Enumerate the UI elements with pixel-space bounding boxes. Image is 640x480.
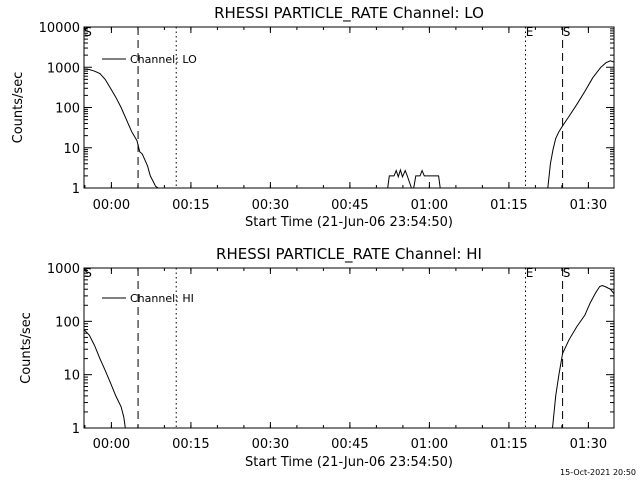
y-tick-label: 1 [72,182,80,197]
x-tick-label: 00:45 [331,198,368,213]
x-tick-label: 01:15 [490,437,527,452]
x-tick-label: 01:15 [490,198,527,213]
x-tick-label: 00:00 [93,437,130,452]
y-tick-label: 100 [55,102,80,117]
series-line [413,169,441,188]
chart-title: RHESSI PARTICLE_RATE Channel: HI [216,245,482,264]
x-tick-label: 00:30 [252,437,289,452]
y-axis-label: Counts/sec [11,72,26,144]
y-tick-label: 10 [63,142,80,157]
x-tick-label: 00:15 [172,198,209,213]
x-tick-label: 00:30 [252,198,289,213]
x-tick-label: 00:00 [93,198,130,213]
x-tick-label: 00:45 [331,437,368,452]
legend-label: Channel: HI [130,292,194,305]
y-tick-label: 1000 [47,262,80,277]
series-line [387,168,412,188]
y-axis-label: Counts/sec [19,312,34,384]
event-marker-label: S [84,266,92,280]
y-tick-label: 10 [63,369,80,384]
event-marker-label: S [84,25,92,39]
x-tick-label: 01:30 [570,198,607,213]
y-tick-label: 100 [55,315,80,330]
series-line [84,68,159,188]
y-tick-label: 1 [72,422,80,437]
x-tick-label: 01:00 [411,437,448,452]
chart-title: RHESSI PARTICLE_RATE Channel: LO [214,4,484,23]
y-tick-label: 1000 [47,61,80,76]
x-axis-label: Start Time (21-Jun-06 23:54:50) [245,455,453,470]
series-line [84,329,126,428]
panel-hi: RHESSI PARTICLE_RATE Channel: HI Start Ti… [19,245,615,470]
panel-lo: RHESSI PARTICLE_RATE Channel: LO Start Ti… [11,4,615,230]
x-tick-label: 01:30 [570,437,607,452]
series-line [547,60,614,188]
x-tick-label: 00:15 [172,437,209,452]
event-marker-label: S [563,266,571,280]
event-marker-label: E [526,266,534,280]
y-tick-label: 10000 [39,21,80,36]
plot-frame [83,26,615,189]
event-marker-label: S [563,25,571,39]
event-marker-label: E [526,25,534,39]
legend-label: Channel: LO [130,53,197,66]
footer-timestamp: 15-Oct-2021 20:50 [560,468,636,477]
series-line [552,284,614,428]
x-tick-label: 01:00 [411,198,448,213]
x-axis-label: Start Time (21-Jun-06 23:54:50) [245,215,453,230]
